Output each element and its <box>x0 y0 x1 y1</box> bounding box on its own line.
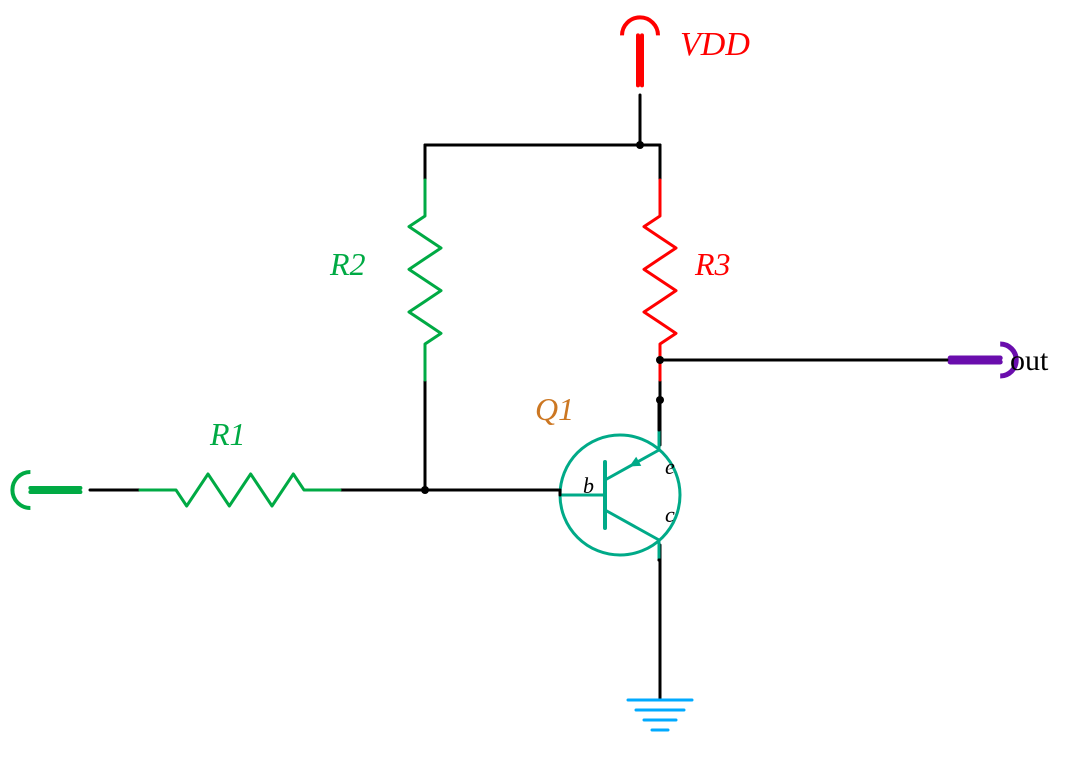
circuit-diagram: R1 R2 R3 b ec Q1 VDD out <box>0 0 1074 771</box>
svg-text:Q1: Q1 <box>535 391 574 427</box>
svg-text:c: c <box>665 502 675 527</box>
svg-text:b: b <box>583 473 594 498</box>
svg-text:VDD: VDD <box>680 26 750 63</box>
svg-text:e: e <box>665 454 675 479</box>
svg-text:R3: R3 <box>694 246 731 282</box>
svg-text:out: out <box>1010 344 1049 377</box>
svg-text:R1: R1 <box>209 416 246 452</box>
svg-text:R2: R2 <box>329 246 366 282</box>
